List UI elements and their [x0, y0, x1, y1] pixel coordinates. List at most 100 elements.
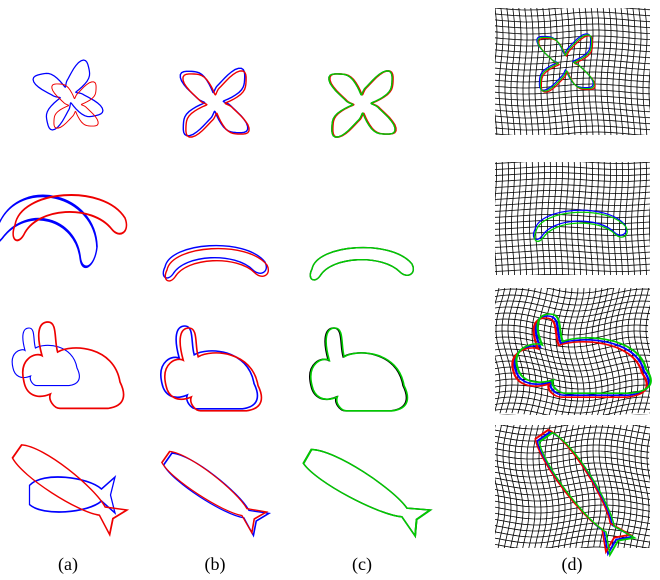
target-shape	[165, 328, 262, 411]
grid-line	[608, 157, 611, 281]
target-shape	[8, 439, 126, 534]
grid-line	[505, 3, 509, 139]
grid-line	[647, 422, 655, 554]
grid-line	[486, 313, 650, 323]
grid-line	[491, 36, 655, 40]
grid-line	[583, 0, 587, 136]
grid-line	[491, 138, 655, 142]
grid-line	[490, 18, 654, 22]
grid-line	[644, 156, 647, 280]
grid-line	[491, 275, 655, 278]
grid-line	[489, 245, 653, 248]
grid-line	[536, 155, 539, 279]
panel-label: (c)	[352, 554, 372, 575]
grid-line	[517, 4, 521, 140]
grid-line	[490, 257, 654, 260]
grid-line	[489, 203, 653, 206]
grid-line	[490, 185, 654, 188]
grid-line	[491, 487, 655, 495]
grid-line	[490, 12, 654, 16]
grid-line	[502, 277, 512, 413]
grid-line	[602, 157, 605, 281]
grid-line	[637, 3, 641, 139]
grid-line	[488, 158, 491, 282]
grid-line	[484, 279, 494, 415]
grid-line	[489, 251, 653, 254]
grid-line	[487, 1, 491, 137]
result-shape	[310, 248, 413, 280]
grid-line	[632, 157, 635, 281]
grid-line	[613, 1, 617, 137]
grid-line	[485, 319, 649, 329]
grid-line	[494, 157, 497, 281]
grid-line	[487, 415, 651, 425]
grid-line	[491, 24, 655, 28]
grid	[485, 415, 657, 555]
grid-line	[490, 161, 654, 164]
grid-line	[490, 263, 654, 266]
grid	[484, 277, 658, 425]
grid-line	[499, 3, 503, 139]
grid-line	[493, 289, 657, 299]
grid-line	[487, 90, 651, 94]
grid-line	[643, 4, 647, 140]
grid-line	[490, 120, 654, 124]
grid-line	[488, 215, 652, 218]
grid-line	[560, 155, 563, 279]
grid-line	[572, 155, 575, 279]
grid-line	[491, 173, 655, 176]
grid-line	[601, 0, 605, 136]
grid-line	[488, 307, 652, 317]
grid-line	[490, 269, 654, 272]
grid-line	[491, 295, 655, 305]
grid-line	[550, 285, 560, 421]
grid-line	[544, 283, 554, 419]
grid-line	[590, 156, 593, 280]
grid-line	[649, 4, 653, 140]
grid-line	[562, 287, 572, 423]
grid-line	[500, 157, 503, 281]
grid-line	[650, 156, 653, 280]
grid-line	[488, 239, 652, 242]
grid-line	[493, 2, 497, 138]
grid-line	[506, 157, 509, 281]
grid-line	[571, 1, 575, 137]
grid-line	[508, 277, 518, 413]
grid-line	[489, 409, 653, 419]
grid-line	[631, 3, 635, 139]
grid-line	[512, 156, 515, 280]
correspondence	[329, 71, 395, 137]
grid-line	[488, 0, 652, 4]
grid-line	[607, 1, 611, 137]
grid-line	[491, 415, 655, 423]
grid-line	[589, 0, 593, 136]
grid-line	[646, 278, 656, 414]
result-shape	[300, 443, 430, 535]
target-shape	[52, 82, 98, 128]
grid-line	[511, 4, 515, 140]
grid-line	[489, 475, 653, 483]
grid-line	[535, 4, 539, 140]
grid	[488, 155, 655, 282]
grid-line	[491, 30, 655, 34]
source-shape	[180, 68, 247, 135]
grid-line	[487, 469, 651, 477]
result-shape	[516, 314, 650, 393]
panel-label: (b)	[205, 554, 226, 575]
grid-line	[523, 4, 527, 140]
panel-label: (a)	[58, 554, 78, 575]
result-shape	[329, 71, 395, 137]
grid-line	[490, 179, 654, 182]
target-shape	[23, 322, 124, 408]
grid-line	[491, 403, 655, 413]
grid-line	[487, 78, 651, 82]
grid-line	[578, 156, 581, 280]
grid-line	[490, 126, 654, 130]
target-shape	[183, 71, 249, 137]
grid-line	[514, 278, 524, 414]
target-shape	[158, 447, 266, 533]
grid-line	[490, 155, 654, 158]
grid-line	[559, 2, 563, 138]
deformation-grids	[484, 0, 658, 555]
grid-line	[638, 157, 641, 281]
